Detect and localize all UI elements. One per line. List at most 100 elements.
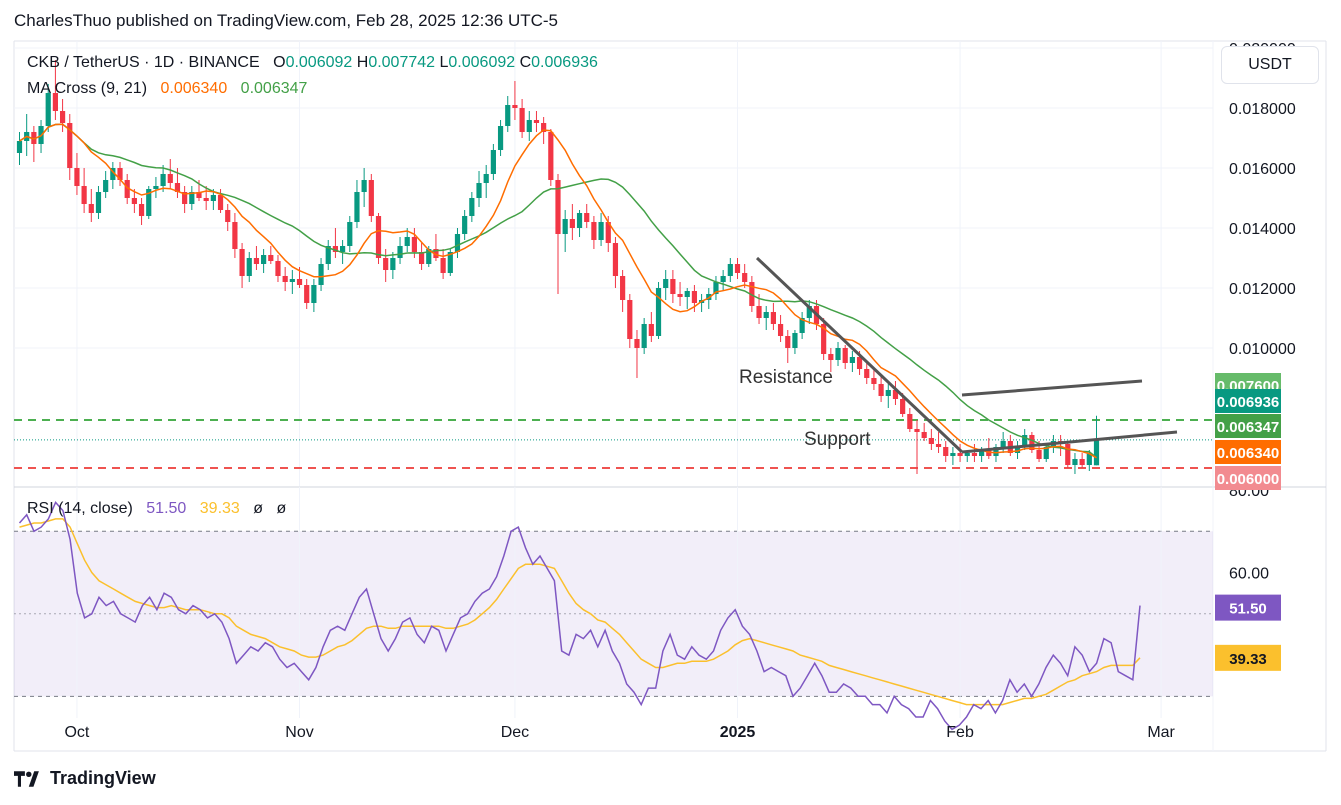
candle-body [340,246,346,252]
candle-body [526,120,532,132]
candle-body [598,222,604,240]
candle-body [318,264,324,285]
candle-body [59,111,66,123]
candle-body [361,180,367,192]
candle-body [648,324,654,336]
candle-body [541,123,547,132]
candle-body [957,453,963,456]
candle-body [138,204,145,216]
candle-body [261,255,267,264]
candle-body [993,447,999,456]
support-annotation: Support [804,429,871,450]
candle-body [885,390,891,396]
candle-body [232,222,238,249]
candle-body [706,294,712,300]
rsi-tick-label: 60.00 [1229,566,1269,583]
candle-body [203,198,209,201]
low-value: 0.006092 [448,54,516,71]
candle-body [892,390,899,399]
candle-body [734,264,741,273]
candle-body [979,450,985,456]
candle-body [268,255,274,261]
price-tick-label: 0.014000 [1229,221,1296,238]
candle-body [964,453,970,456]
candle-body [670,279,676,294]
candle-body [469,198,475,216]
price-tick-label: 0.010000 [1229,341,1296,358]
candle-body [1000,441,1006,447]
low-label: L [439,54,449,71]
price-axis[interactable]: 0.0200000.0180000.0160000.0140000.012000… [1229,41,1296,358]
candle-body [842,348,848,363]
candle-body [677,294,683,297]
candles-group [16,60,1100,474]
time-tick-label: Dec [501,724,529,741]
rsi-value-label-bg [1215,594,1281,621]
candle-body [770,312,776,324]
candle-body [447,252,453,273]
price-label-bg [1215,440,1281,464]
candle-body [785,336,791,348]
candle-body [246,258,252,276]
candle-body [196,192,202,198]
rsi-indicator-label[interactable]: RSI (14, close) [27,500,133,517]
candle-body [383,258,389,270]
time-tick-label: Mar [1147,724,1175,741]
price-label-text: 0.006340 [1217,445,1280,462]
candle-body [634,339,640,348]
candle-body [124,180,130,198]
price-grid [14,41,1213,718]
candle-body [52,93,58,111]
candle-body [1022,435,1028,447]
time-axis[interactable]: Oct Nov Dec 2025 Feb Mar [64,724,1175,741]
rsi-axis[interactable]: 80.0060.00 [1229,483,1269,583]
candle-body [655,288,662,336]
candle-body [462,216,468,234]
candle-body [117,168,123,180]
ma-fast-value: 0.006340 [160,80,228,97]
candle-body [1029,435,1035,450]
candle-body [533,120,540,123]
candle-body [45,93,51,126]
time-tick-label: Nov [285,724,313,741]
candle-body [210,195,216,201]
brand-label: TradingView [50,768,156,788]
candle-body [368,180,374,216]
ma-indicator-label[interactable]: MA Cross (9, 21) [27,80,148,97]
candle-body [167,174,173,183]
symbol-label[interactable]: CKB / TetherUS · 1D · BINANCE [27,54,260,71]
candle-body [727,264,733,276]
candle-body [375,216,382,258]
close-label: C [519,54,532,71]
candle-body [828,354,834,360]
candle-body [332,246,339,252]
candle-body [713,282,719,294]
candle-body [821,324,827,354]
support-trendline[interactable] [961,430,1178,454]
candle-body [799,318,805,333]
resistance-trendline[interactable] [961,379,1143,397]
candle-body [404,237,410,246]
candle-body [512,105,518,108]
candle-body [1014,447,1021,453]
candle-body [871,378,877,384]
candle-body [777,324,784,336]
downtrend-line[interactable] [755,256,964,454]
price-label-bg [1215,389,1281,413]
candle-body [756,306,762,318]
candle-body [418,252,425,264]
candle-body [304,285,310,303]
ma-slow-line [19,123,1097,459]
candle-body [390,258,396,270]
price-tick-label: 0.012000 [1229,281,1296,298]
candle-body [81,186,87,204]
candle-body [576,213,583,228]
candle-body [519,108,525,132]
time-tick-label: Oct [64,724,89,741]
tradingview-brand[interactable]: TradingView [14,768,156,789]
candle-body [426,249,432,264]
currency-unit-button[interactable]: USDT [1221,46,1319,84]
candle-body [878,384,884,396]
candle-body [1072,459,1078,465]
